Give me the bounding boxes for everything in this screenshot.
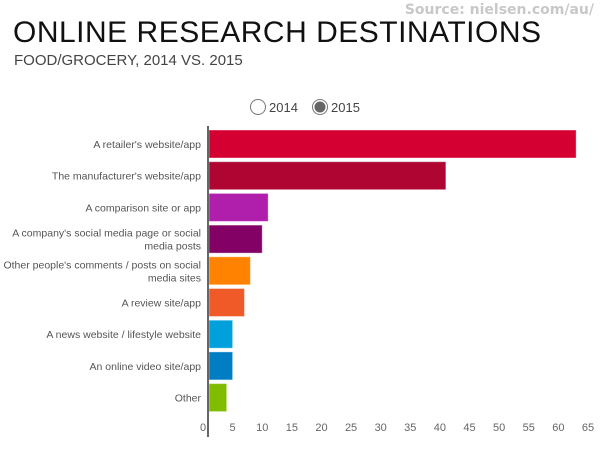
x-tick-label: 0 [200,422,206,434]
x-tick-label: 55 [523,422,535,434]
category-label: A news website / lifestyle website [46,329,201,341]
x-tick-label: 35 [404,422,416,434]
chart-title: ONLINE RESEARCH DESTINATIONS [13,16,542,49]
category-label: A company's social media page or social [12,228,201,240]
category-label: An online video site/app [90,361,202,373]
legend-radio-2014[interactable] [250,99,266,115]
x-tick-label: 5 [230,422,236,434]
category-label: media posts [144,241,201,253]
x-tick-label: 50 [493,422,505,434]
bar[interactable] [208,383,228,413]
x-tick-label: 15 [286,422,298,434]
legend-label-2014[interactable]: 2014 [269,100,298,115]
bar[interactable] [208,129,577,159]
category-label: Other people's comments / posts on socia… [3,259,201,271]
bar[interactable] [208,256,251,286]
category-label: media sites [148,272,201,284]
bar[interactable] [208,288,245,317]
x-tick-label: 45 [463,422,475,434]
x-tick-label: 65 [582,422,594,434]
category-label: A retailer's website/app [93,139,201,151]
bar[interactable] [208,161,447,191]
x-tick-label: 40 [434,422,446,434]
category-label: A comparison site or app [85,202,201,214]
category-label: A review site/app [122,298,202,310]
category-label: Other [175,393,202,405]
legend-radio-selected-dot [314,101,326,113]
bar[interactable] [208,192,269,222]
bar[interactable] [208,319,234,349]
x-tick-label: 25 [345,422,357,434]
category-label: The manufacturer's website/app [52,171,201,183]
legend-label-2015[interactable]: 2015 [331,100,360,115]
bar[interactable] [208,224,263,254]
x-tick-label: 30 [375,422,387,434]
x-tick-label: 20 [315,422,327,434]
bar[interactable] [208,351,234,381]
x-tick-label: 60 [552,422,564,434]
x-tick-label: 10 [256,422,268,434]
source-label: Source: nielsen.com/au/ [404,2,594,18]
chart-subtitle: FOOD/GROCERY, 2014 VS. 2015 [14,52,243,69]
